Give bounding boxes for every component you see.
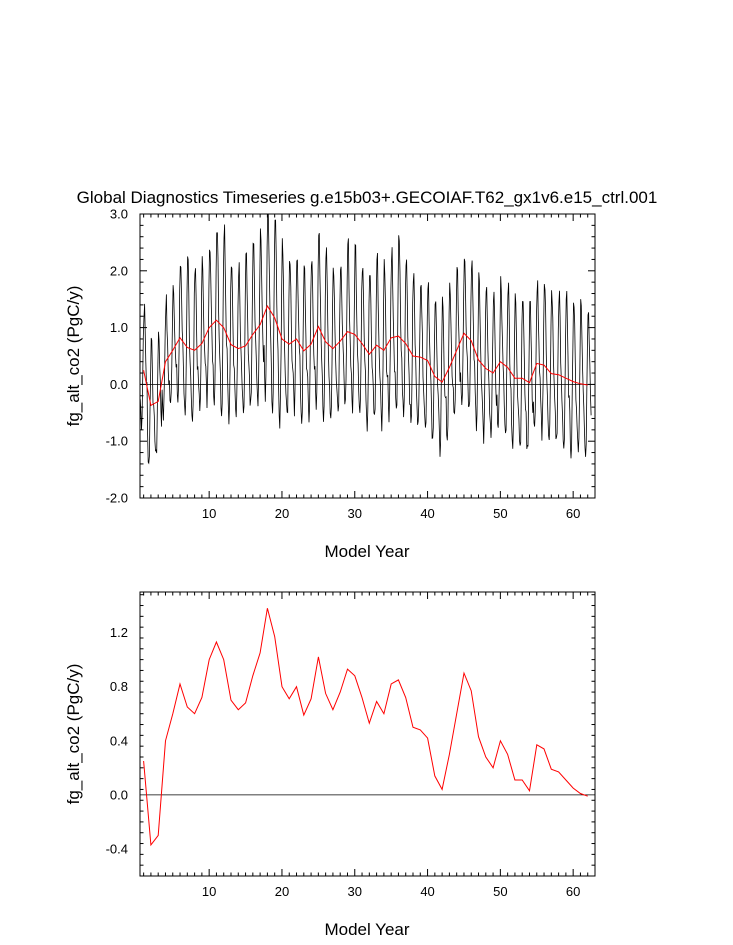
chart-title: Global Diagnostics Timeseries g.e15b03+.… [77, 188, 658, 207]
bottom-y-tick-label: 0.4 [110, 733, 128, 748]
top-x-tick-label: 50 [493, 506, 507, 521]
top-annual-mean-line [143, 304, 588, 407]
bottom-x-axis-label: Model Year [324, 920, 409, 939]
bottom-x-tick-label: 20 [275, 884, 289, 899]
top-x-tick-label: 10 [202, 506, 216, 521]
bottom-x-tick-label: 10 [202, 884, 216, 899]
top-y-tick-label: -2.0 [106, 491, 128, 506]
bottom-x-tick-label: 30 [348, 884, 362, 899]
top-y-tick-label: 0.0 [110, 377, 128, 392]
top-axes: 10 20 30 40 50 60 -2.0 -1.0 0.0 1.0 2.0 3.0 [106, 207, 596, 521]
top-x-axis-label: Model Year [324, 542, 409, 561]
bottom-annual-mean-line [143, 608, 588, 847]
bottom-x-tick-label: 60 [566, 884, 580, 899]
bottom-axes: 10 20 30 40 50 60 -0.4 0.0 0.4 0.8 1.2 [106, 592, 596, 899]
top-y-tick-label: 1.0 [110, 320, 128, 335]
top-plot-frame [139, 213, 596, 499]
bottom-y-tick-label: 1.2 [110, 625, 128, 640]
top-x-tick-label: 30 [348, 506, 362, 521]
bottom-plot-frame [139, 591, 596, 877]
top-y-axis-label: fg_alt_co2 (PgC/y) [64, 286, 83, 427]
top-panel: Global Diagnostics Timeseries g.e15b03+.… [64, 188, 657, 561]
top-y-tick-label: 3.0 [110, 207, 128, 222]
top-y-tick-label: -1.0 [106, 434, 128, 449]
bottom-y-tick-label: -0.4 [106, 841, 128, 856]
top-x-tick-label: 40 [420, 506, 434, 521]
top-x-tick-label: 60 [566, 506, 580, 521]
bottom-x-tick-label: 40 [420, 884, 434, 899]
bottom-y-axis-label: fg_alt_co2 (PgC/y) [64, 664, 83, 805]
monthly-series-line [139, 213, 592, 465]
bottom-series [140, 608, 595, 847]
bottom-y-tick-label: 0.0 [110, 787, 128, 802]
bottom-y-tick-label: 0.8 [110, 679, 128, 694]
top-y-tick-label: 2.0 [110, 263, 128, 278]
bottom-panel: 10 20 30 40 50 60-0.40.00.40.81.2 Model Year … [64, 591, 596, 939]
top-x-tick-label: 20 [275, 506, 289, 521]
bottom-x-tick-label: 50 [493, 884, 507, 899]
top-series [139, 213, 595, 465]
